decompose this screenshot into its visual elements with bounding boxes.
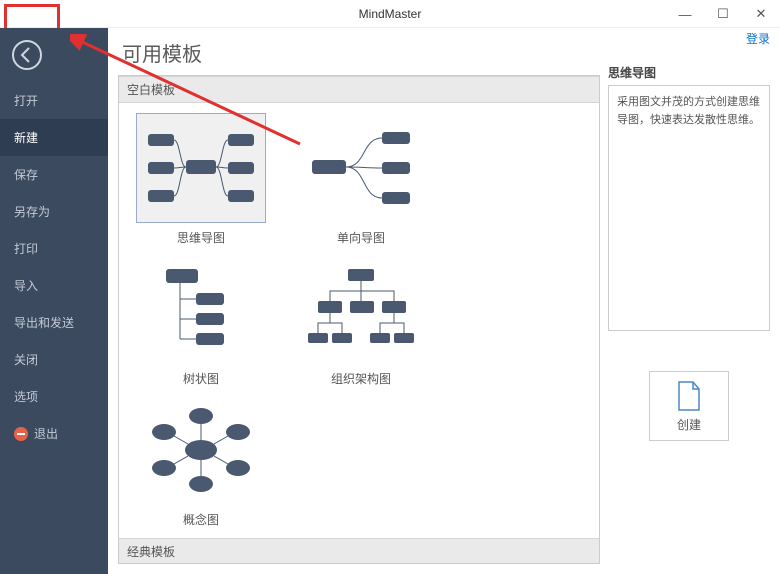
back-arrow-icon — [11, 39, 43, 71]
sidebar-item-close[interactable]: 关闭 — [0, 341, 108, 378]
template-mindmap[interactable]: 思维导图 — [125, 113, 277, 246]
template-label: 单向导图 — [337, 229, 385, 246]
tree-thumb-icon — [146, 263, 256, 355]
minimize-button[interactable]: — — [666, 0, 704, 28]
page-title: 可用模板 — [118, 34, 600, 75]
titlebar: MindMaster — ☐ ✕ — [0, 0, 780, 28]
template-tree[interactable]: 树状图 — [125, 254, 277, 387]
sidebar: 打开 新建 保存 另存为 打印 导入 导出和发送 关闭 选项 退出 — [0, 28, 108, 574]
sidebar-item-export[interactable]: 导出和发送 — [0, 304, 108, 341]
template-oneway[interactable]: 单向导图 — [285, 113, 437, 246]
back-button[interactable] — [0, 28, 54, 82]
section-classic-header: 经典模板 — [119, 538, 599, 564]
template-label: 概念图 — [183, 511, 219, 528]
right-panel-header: 思维导图 — [608, 64, 770, 86]
sidebar-item-options[interactable]: 选项 — [0, 378, 108, 415]
sidebar-item-label: 退出 — [34, 425, 58, 442]
mindmap-thumb-icon — [146, 122, 256, 214]
document-icon — [676, 380, 702, 412]
template-label: 组织架构图 — [331, 370, 391, 387]
sidebar-item-save[interactable]: 保存 — [0, 156, 108, 193]
create-label: 创建 — [677, 416, 701, 433]
create-button[interactable]: 创建 — [649, 371, 729, 441]
orgchart-thumb-icon — [306, 263, 416, 355]
template-orgchart[interactable]: 组织架构图 — [285, 254, 437, 387]
template-label: 思维导图 — [177, 229, 225, 246]
window-controls: — ☐ ✕ — [666, 0, 780, 28]
section-blank-header: 空白模板 — [119, 76, 599, 103]
right-panel-desc: 采用图文并茂的方式创建思维导图，快速表达发散性思维。 — [608, 85, 770, 331]
right-panel: 思维导图 采用图文并茂的方式创建思维导图，快速表达发散性思维。 创建 — [608, 34, 770, 564]
main-area: 可用模板 空白模板 — [108, 28, 780, 574]
sidebar-item-import[interactable]: 导入 — [0, 267, 108, 304]
template-concept[interactable]: 概念图 — [125, 395, 277, 528]
sidebar-item-saveas[interactable]: 另存为 — [0, 193, 108, 230]
sidebar-item-exit[interactable]: 退出 — [0, 415, 108, 452]
close-button[interactable]: ✕ — [742, 0, 780, 28]
exit-icon — [14, 427, 28, 441]
maximize-button[interactable]: ☐ — [704, 0, 742, 28]
oneway-thumb-icon — [306, 122, 416, 214]
sidebar-item-print[interactable]: 打印 — [0, 230, 108, 267]
template-label: 树状图 — [183, 370, 219, 387]
sidebar-item-new[interactable]: 新建 — [0, 119, 108, 156]
concept-thumb-icon — [146, 404, 256, 496]
app-title: MindMaster — [359, 7, 422, 21]
template-scroll-area[interactable]: 空白模板 — [118, 75, 600, 564]
sidebar-item-open[interactable]: 打开 — [0, 82, 108, 119]
